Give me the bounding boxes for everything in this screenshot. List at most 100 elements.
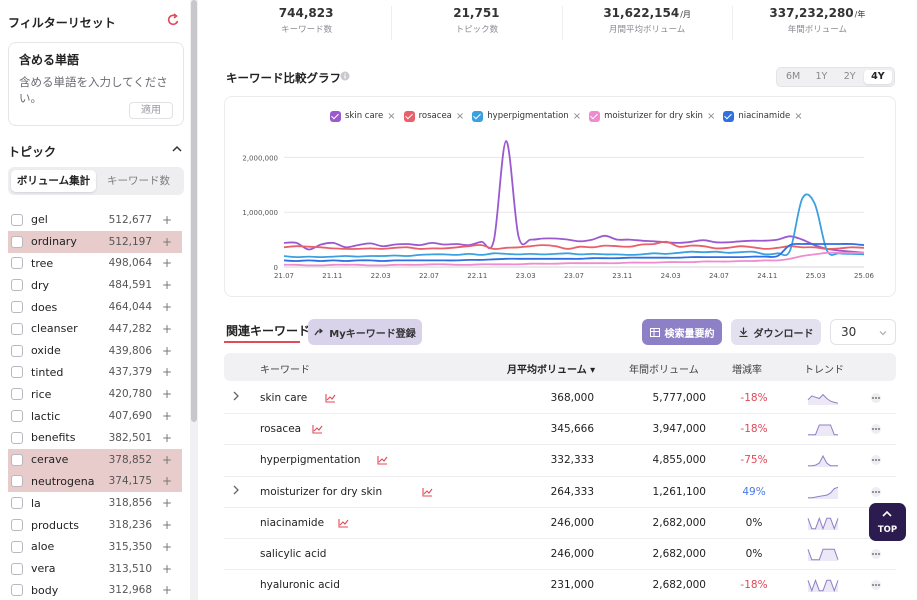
add-topic-icon[interactable]: + (161, 430, 172, 445)
legend-chip[interactable]: skin care × (330, 108, 396, 124)
topic-item[interactable]: vera 313,510 + (8, 558, 182, 580)
include-words-input[interactable]: 含める単語を入力してください。 (19, 75, 168, 105)
add-topic-icon[interactable]: + (161, 387, 172, 402)
col-keyword[interactable]: キーワード (260, 365, 310, 376)
trend-chart-icon[interactable] (324, 393, 336, 403)
topic-item[interactable]: tree 498,064 + (8, 253, 182, 275)
topic-checkbox[interactable] (11, 213, 23, 226)
legend-checkbox[interactable] (330, 110, 341, 122)
col-trend[interactable]: トレンド (804, 365, 844, 376)
range-2y[interactable]: 2Y (843, 71, 856, 82)
topic-item[interactable]: lactic 407,690 + (8, 405, 182, 427)
more-options-icon[interactable] (869, 424, 883, 435)
topic-checkbox[interactable] (11, 279, 23, 292)
table-row[interactable]: salicylic acid 246,000 2,682,000 0% (224, 539, 896, 571)
legend-chip[interactable]: hyperpigmentation × (472, 108, 581, 124)
page-size-select[interactable]: 30 (830, 319, 896, 345)
topic-section-header[interactable]: トピック (8, 143, 184, 159)
remove-series-icon[interactable]: × (572, 110, 582, 122)
topic-checkbox[interactable] (11, 562, 23, 575)
more-options-icon[interactable] (869, 580, 883, 591)
keyword-text[interactable]: skin care (260, 392, 308, 404)
topic-checkbox[interactable] (11, 410, 23, 423)
topic-checkbox[interactable] (11, 540, 23, 553)
add-topic-icon[interactable]: + (161, 474, 172, 489)
volume-tab[interactable]: ボリューム集計 (11, 170, 96, 192)
expand-chevron-icon[interactable] (232, 485, 240, 495)
topic-item[interactable]: oxide 439,806 + (8, 340, 182, 362)
trend-chart-icon[interactable] (337, 518, 349, 528)
topic-item[interactable]: cerave 378,852 + (8, 448, 182, 471)
topic-checkbox[interactable] (11, 301, 23, 314)
topic-checkbox[interactable] (11, 584, 23, 597)
topic-checkbox[interactable] (11, 388, 23, 401)
remove-series-icon[interactable]: × (794, 110, 803, 122)
col-monthly-volume[interactable]: 月平均ボリューム ▾ (507, 365, 596, 376)
add-topic-icon[interactable]: + (161, 583, 172, 598)
topic-item[interactable]: tinted 437,379 + (8, 362, 182, 384)
col-growth[interactable]: 増減率 (732, 365, 762, 376)
topic-checkbox[interactable] (11, 257, 23, 270)
keyword-text[interactable]: hyaluronic acid (260, 579, 340, 592)
legend-checkbox[interactable] (723, 110, 735, 122)
add-topic-icon[interactable]: + (161, 365, 172, 380)
add-topic-icon[interactable]: + (161, 409, 172, 424)
legend-checkbox[interactable] (403, 110, 415, 122)
trend-chart-icon[interactable] (376, 455, 388, 465)
more-options-icon[interactable] (869, 455, 883, 466)
col-yearly-volume[interactable]: 年間ボリューム (629, 365, 699, 376)
table-row[interactable]: hyaluronic acid 231,000 2,682,000 -18% (224, 570, 896, 600)
topic-item[interactable]: products 318,236 + (8, 514, 182, 536)
topic-item[interactable]: neutrogena 374,175 + (8, 470, 182, 493)
topic-item[interactable]: gel 512,677 + (8, 209, 182, 231)
range-6m[interactable]: 6M (786, 71, 801, 82)
topic-checkbox[interactable] (11, 475, 23, 488)
more-options-icon[interactable] (869, 548, 883, 559)
related-keywords-tab[interactable]: 関連キーワード (226, 324, 311, 338)
range-4y[interactable]: 4Y (863, 70, 892, 84)
legend-chip[interactable]: niacinamide × (723, 108, 803, 124)
my-keyword-register-button[interactable]: Myキーワード登録 (308, 319, 422, 345)
table-row[interactable]: niacinamide 246,000 2,682,000 0% (224, 508, 896, 539)
add-topic-icon[interactable]: + (161, 234, 172, 249)
topic-item[interactable]: benefits 382,501 + (8, 427, 182, 449)
add-topic-icon[interactable]: + (161, 539, 172, 554)
legend-chip[interactable]: rosacea × (403, 108, 465, 124)
topic-checkbox[interactable] (11, 322, 23, 335)
apply-button[interactable]: 適用 (129, 102, 173, 119)
legend-checkbox[interactable] (472, 110, 484, 122)
range-1y[interactable]: 1Y (815, 71, 828, 82)
table-row[interactable]: moisturizer for dry skin 264,333 1,261,100… (224, 477, 896, 508)
add-topic-icon[interactable]: + (161, 321, 172, 336)
add-topic-icon[interactable]: + (161, 343, 172, 358)
sidebar-scrollbar[interactable] (190, 0, 198, 600)
topic-item[interactable]: dry 484,591 + (8, 274, 182, 296)
topic-item[interactable]: la 318,856 + (8, 492, 182, 514)
topic-item[interactable]: does 464,044 + (8, 296, 182, 318)
keyword-text[interactable]: salicylic acid (260, 547, 327, 560)
add-topic-icon[interactable]: + (161, 496, 172, 511)
add-topic-icon[interactable]: + (161, 561, 172, 576)
expand-chevron-icon[interactable] (232, 391, 240, 401)
more-options-icon[interactable] (869, 486, 883, 497)
trend-chart-icon[interactable] (311, 424, 323, 434)
topic-item[interactable]: ordinary 512,197 + (8, 230, 182, 253)
topic-item[interactable]: cleanser 447,282 + (8, 318, 182, 340)
table-row[interactable]: skin care 368,000 5,777,000 -18% (224, 383, 896, 415)
remove-series-icon[interactable]: × (455, 110, 465, 122)
topic-checkbox[interactable] (11, 519, 23, 532)
topic-checkbox[interactable] (11, 235, 23, 248)
table-row[interactable]: hyperpigmentation 332,333 4,855,000 -75% (224, 445, 896, 477)
topic-item[interactable]: aloe 315,350 + (8, 536, 182, 558)
topic-checkbox[interactable] (11, 344, 23, 357)
download-button[interactable]: ダウンロード (731, 319, 821, 345)
remove-series-icon[interactable]: × (387, 110, 396, 122)
topic-item[interactable]: rice 420,780 + (8, 383, 182, 405)
add-topic-icon[interactable]: + (161, 518, 172, 533)
add-topic-icon[interactable]: + (161, 278, 172, 293)
add-topic-icon[interactable]: + (161, 452, 172, 467)
legend-chip[interactable]: moisturizer for dry skin × (589, 108, 715, 124)
table-row[interactable]: rosacea 345,666 3,947,000 -18% (224, 414, 896, 446)
keyword-text[interactable]: rosacea (260, 423, 302, 436)
search-volume-summary-button[interactable]: 検索量要約 (642, 319, 722, 345)
